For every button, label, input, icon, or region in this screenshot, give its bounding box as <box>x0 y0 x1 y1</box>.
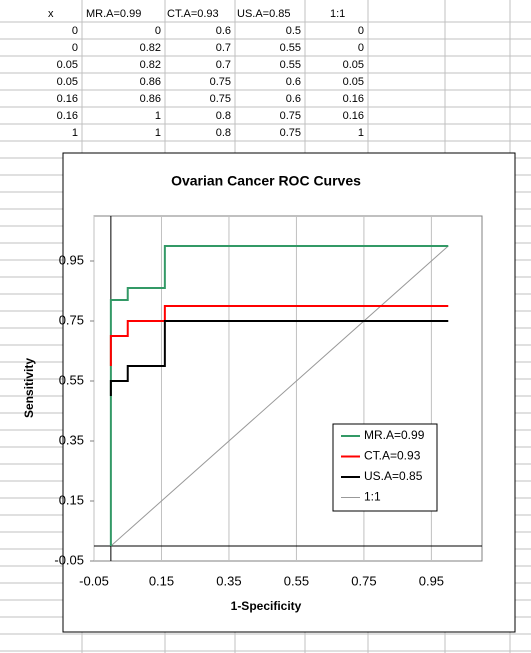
cell-value: 0.6 <box>286 93 301 105</box>
cell-value: 0.16 <box>343 110 364 122</box>
cell-value: 1 <box>72 127 78 139</box>
series-line <box>109 245 449 546</box>
cell-value: 0.6 <box>286 76 301 88</box>
x-tick-label: 0.15 <box>149 573 174 588</box>
legend-label: CT.A=0.93 <box>364 449 421 463</box>
cell-value: 0 <box>358 42 364 54</box>
cell-value: 0.75 <box>280 110 301 122</box>
y-tick-label: -0.05 <box>54 552 84 567</box>
x-axis-title: 1-Specificity <box>231 599 302 613</box>
cell-value: 0.75 <box>280 127 301 139</box>
cell-value: 0.05 <box>57 59 78 71</box>
cell-value: 0.7 <box>216 42 231 54</box>
column-header: CT.A=0.93 <box>167 8 219 20</box>
chart-object: Ovarian Cancer ROC Curves 1-Specificity … <box>22 152 516 633</box>
column-header: 1:1 <box>330 8 345 20</box>
x-tick-label: -0.05 <box>79 573 109 588</box>
cell-value: 1 <box>155 110 161 122</box>
column-header: US.A=0.85 <box>237 8 291 20</box>
series-line <box>109 320 449 396</box>
cell-value: 0.16 <box>57 110 78 122</box>
cell-value: 1 <box>155 127 161 139</box>
cell-value: 0.16 <box>57 93 78 105</box>
cell-value: 0.05 <box>343 59 364 71</box>
cell-value: 0 <box>72 42 78 54</box>
cell-value: 0.55 <box>280 42 301 54</box>
cell-value: 0.8 <box>216 127 231 139</box>
x-tick-label: 0.95 <box>419 573 444 588</box>
cell-value: 0.86 <box>140 76 161 88</box>
cell-value: 0.82 <box>140 42 161 54</box>
cell-value: 0.8 <box>216 110 231 122</box>
cell-value: 0.16 <box>343 93 364 105</box>
cell-value: 0.05 <box>343 76 364 88</box>
x-tick-label: 0.55 <box>284 573 309 588</box>
legend-label: US.A=0.85 <box>364 469 423 483</box>
cell-value: 1 <box>358 127 364 139</box>
y-tick-label: 0.75 <box>59 312 84 327</box>
cell-value: 0.86 <box>140 93 161 105</box>
series-line <box>110 245 449 547</box>
y-tick-label: 0.35 <box>59 432 84 447</box>
cell-value: 0 <box>358 25 364 37</box>
cell-value: 0.75 <box>210 76 231 88</box>
y-tick-label: 0.15 <box>59 492 84 507</box>
sheet-cells: x MR.A=0.99 CT.A=0.93 US.A=0.85 1:1 0 0 0.6 0.5 0… <box>48 8 364 139</box>
cell-value: 0.82 <box>140 59 161 71</box>
cell-value: 0.5 <box>286 25 301 37</box>
y-tick-label: 0.55 <box>59 372 84 387</box>
cell-value: 0.55 <box>280 59 301 71</box>
legend-label: MR.A=0.99 <box>364 428 425 442</box>
column-header: MR.A=0.99 <box>86 8 141 20</box>
y-tick-label: 0.95 <box>59 252 84 267</box>
cell-value: 0.75 <box>210 93 231 105</box>
cell-value: 0 <box>155 25 161 37</box>
cell-value: 0.6 <box>216 25 231 37</box>
y-axis-title: Sensitivity <box>22 358 36 418</box>
legend-label: 1:1 <box>364 490 381 504</box>
cell-value: 0.05 <box>57 76 78 88</box>
x-tick-label: 0.75 <box>351 573 376 588</box>
column-header: x <box>48 8 54 20</box>
cell-value: 0.7 <box>216 59 231 71</box>
cell-value: 0 <box>72 25 78 37</box>
chart-title: Ovarian Cancer ROC Curves <box>171 173 361 189</box>
series-line <box>109 305 449 366</box>
x-tick-label: 0.35 <box>216 573 241 588</box>
legend-box <box>332 423 438 512</box>
